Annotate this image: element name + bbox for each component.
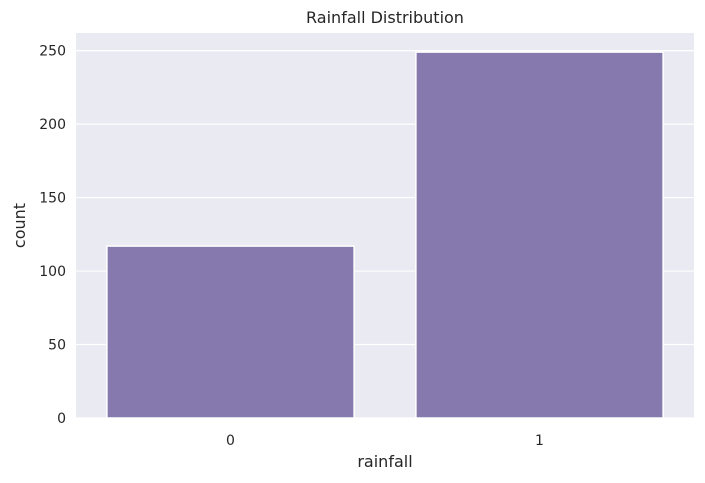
y-tick-label: 0 (57, 411, 66, 427)
y-axis-ticks: 0 50 100 150 200 250 (39, 44, 66, 427)
y-tick-label: 50 (48, 338, 66, 354)
bars (106, 51, 664, 419)
x-axis-label: rainfall (357, 452, 412, 471)
y-tick-label: 150 (39, 191, 66, 207)
y-tick-label: 100 (39, 264, 66, 280)
chart-title: Rainfall Distribution (306, 8, 464, 27)
bar-1 (415, 51, 664, 419)
bar-0 (106, 245, 355, 419)
y-tick-label: 250 (39, 44, 66, 60)
y-tick-label: 200 (39, 117, 66, 133)
x-tick-label: 1 (535, 433, 544, 449)
y-axis-label: count (10, 203, 29, 248)
x-tick-label: 0 (226, 433, 235, 449)
